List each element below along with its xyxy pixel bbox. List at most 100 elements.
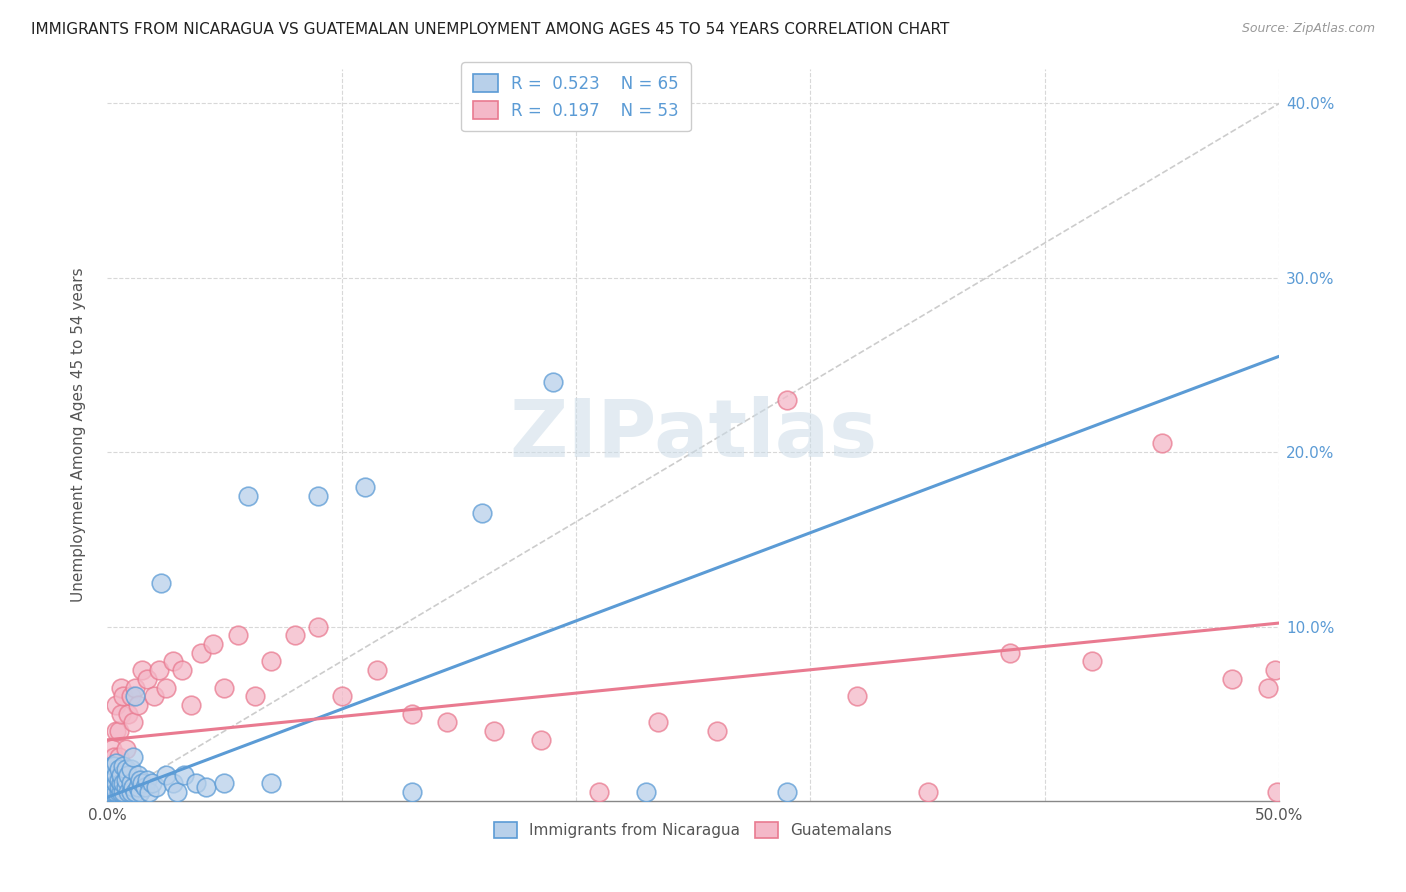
- Point: [107, 724, 129, 739]
- Point: [112, 690, 135, 704]
- Point: [366, 663, 388, 677]
- Point: [162, 776, 184, 790]
- Point: [190, 646, 212, 660]
- Point: [998, 646, 1021, 660]
- Point: [846, 690, 869, 704]
- Point: [530, 732, 553, 747]
- Point: [128, 772, 150, 787]
- Point: [307, 619, 329, 633]
- Point: [117, 706, 139, 721]
- Point: [471, 506, 494, 520]
- Point: [636, 785, 658, 799]
- Point: [107, 750, 129, 764]
- Point: [98, 776, 121, 790]
- Point: [214, 681, 236, 695]
- Point: [647, 715, 669, 730]
- Point: [103, 780, 125, 794]
- Text: ZIPatlas: ZIPatlas: [509, 396, 877, 474]
- Point: [243, 690, 266, 704]
- Point: [114, 763, 136, 777]
- Point: [124, 681, 146, 695]
- Point: [354, 480, 377, 494]
- Point: [120, 690, 142, 704]
- Point: [194, 780, 217, 794]
- Point: [114, 772, 136, 787]
- Point: [107, 772, 129, 787]
- Point: [107, 780, 129, 794]
- Point: [121, 750, 143, 764]
- Point: [162, 654, 184, 668]
- Point: [1264, 663, 1286, 677]
- Point: [150, 575, 173, 590]
- Point: [776, 785, 799, 799]
- Point: [103, 776, 125, 790]
- Point: [284, 628, 307, 642]
- Point: [166, 785, 188, 799]
- Point: [105, 776, 128, 790]
- Point: [180, 698, 202, 712]
- Point: [110, 776, 132, 790]
- Point: [482, 724, 505, 739]
- Point: [127, 698, 149, 712]
- Point: [117, 768, 139, 782]
- Point: [105, 724, 128, 739]
- Point: [776, 392, 799, 407]
- Point: [121, 715, 143, 730]
- Point: [121, 780, 143, 794]
- Point: [214, 776, 236, 790]
- Point: [236, 489, 259, 503]
- Point: [307, 489, 329, 503]
- Point: [138, 785, 160, 799]
- Point: [112, 776, 135, 790]
- Point: [117, 785, 139, 799]
- Point: [124, 785, 146, 799]
- Point: [917, 785, 939, 799]
- Point: [155, 681, 177, 695]
- Point: [100, 772, 122, 787]
- Point: [98, 776, 121, 790]
- Point: [120, 763, 142, 777]
- Point: [105, 768, 128, 782]
- Point: [145, 780, 167, 794]
- Point: [105, 698, 128, 712]
- Point: [201, 637, 224, 651]
- Point: [103, 772, 125, 787]
- Point: [120, 785, 142, 799]
- Point: [1152, 436, 1174, 450]
- Point: [1265, 785, 1288, 799]
- Point: [114, 741, 136, 756]
- Point: [541, 376, 564, 390]
- Point: [127, 768, 149, 782]
- Point: [100, 780, 122, 794]
- Point: [186, 776, 208, 790]
- Point: [706, 724, 728, 739]
- Point: [260, 654, 283, 668]
- Point: [98, 780, 121, 794]
- Point: [134, 780, 156, 794]
- Point: [401, 785, 423, 799]
- Point: [401, 706, 423, 721]
- Point: [588, 785, 610, 799]
- Point: [100, 785, 122, 799]
- Point: [136, 772, 159, 787]
- Point: [124, 690, 146, 704]
- Point: [155, 768, 177, 782]
- Y-axis label: Unemployment Among Ages 45 to 54 years: Unemployment Among Ages 45 to 54 years: [72, 268, 86, 602]
- Point: [103, 768, 125, 782]
- Point: [148, 663, 170, 677]
- Point: [114, 780, 136, 794]
- Point: [131, 663, 153, 677]
- Point: [1080, 654, 1102, 668]
- Point: [100, 759, 122, 773]
- Point: [98, 785, 121, 799]
- Point: [172, 663, 194, 677]
- Point: [1222, 672, 1244, 686]
- Point: [120, 776, 142, 790]
- Point: [110, 785, 132, 799]
- Point: [110, 768, 132, 782]
- Point: [110, 706, 132, 721]
- Point: [128, 785, 150, 799]
- Point: [436, 715, 458, 730]
- Point: [100, 759, 122, 773]
- Text: Source: ZipAtlas.com: Source: ZipAtlas.com: [1241, 22, 1375, 36]
